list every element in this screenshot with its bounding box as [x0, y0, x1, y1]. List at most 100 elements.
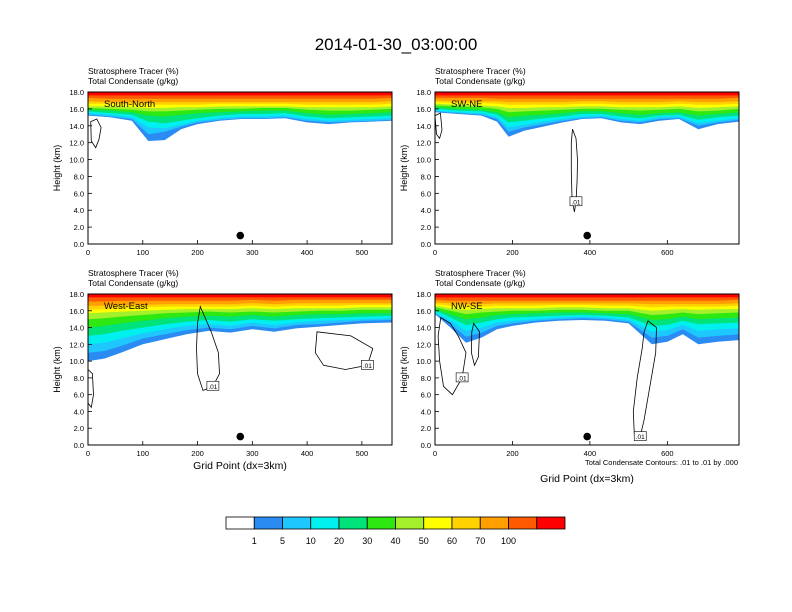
y-axis-label: Height (km): [399, 346, 409, 393]
y-tick-label: 0.0: [421, 441, 431, 450]
y-tick-label: 8.0: [421, 172, 431, 181]
panel-label: South-North: [104, 99, 155, 110]
y-tick-label: 18.0: [416, 88, 431, 97]
y-tick-label: 4.0: [74, 206, 84, 215]
colorbar-swatch: [366, 516, 396, 530]
contour-label-box: [569, 196, 583, 207]
panel-label: West-East: [104, 301, 148, 312]
panel-label: SW-NE: [451, 99, 483, 110]
y-tick-label: 14.0: [69, 324, 84, 333]
y-tick-label: 18.0: [416, 290, 431, 299]
y-tick-label: 8.0: [74, 374, 84, 383]
x-tick-label: 0: [433, 248, 437, 257]
y-tick-label: 0.0: [74, 441, 84, 450]
contour-label: .01: [208, 384, 217, 391]
panel-nw-se: .01 .01 NW-SE Stratosphere Tracer (%)Total …: [399, 268, 740, 458]
location-marker: [236, 432, 245, 441]
y-axis-label: Height (km): [52, 145, 62, 192]
x-tick-label: 200: [506, 449, 519, 458]
contour-label-box: [633, 431, 647, 441]
x-tick-label: 300: [246, 449, 259, 458]
panel-label: NW-SE: [451, 301, 483, 312]
colorbar-label: 30: [362, 536, 372, 546]
colorbar-swatch: [479, 516, 509, 530]
colorbar-swatch: [282, 516, 312, 530]
y-tick-label: 4.0: [421, 206, 431, 215]
y-tick-label: 8.0: [74, 172, 84, 181]
shade-band-top: [435, 92, 739, 96]
y-tick-label: 16.0: [69, 307, 84, 316]
colorbar-label: 5: [280, 536, 285, 546]
field: .01 .01: [435, 294, 739, 445]
colorbar-label: 40: [390, 536, 400, 546]
y-tick-label: 6.0: [421, 391, 431, 400]
field: [88, 92, 392, 244]
contour-label-box: [455, 372, 469, 383]
y-tick-label: 2.0: [74, 424, 84, 433]
y-tick-label: 10.0: [69, 156, 84, 165]
panel-title-condensate: Total Condensate (g/kg): [88, 278, 178, 288]
y-tick-label: 16.0: [416, 307, 431, 316]
colorbar-swatch: [508, 516, 538, 530]
x-tick-label: 200: [191, 449, 204, 458]
plot-frame: [87, 293, 393, 446]
contour-line: [470, 322, 480, 367]
contour-line: [435, 112, 443, 140]
plot-frame: [434, 91, 740, 245]
contour-label-box: [361, 360, 374, 370]
x-tick-label: 600: [661, 248, 674, 257]
shade-band-top: [88, 92, 392, 96]
contour-line: [88, 368, 94, 409]
plot-frame: [434, 293, 740, 446]
y-tick-label: 18.0: [69, 290, 84, 299]
panel-sw-ne: .01 SW-NE Stratosphere Tracer (%)Total Con…: [399, 66, 740, 257]
contour-label: .01: [571, 199, 580, 206]
x-tick-label: 0: [433, 449, 437, 458]
colorbar-swatch: [536, 516, 566, 530]
colorbar-label: 50: [419, 536, 429, 546]
x-tick-label: 500: [356, 449, 369, 458]
location-marker: [236, 231, 245, 240]
x-tick-label: 100: [137, 449, 150, 458]
location-marker: [583, 432, 591, 441]
y-tick-label: 10.0: [69, 357, 84, 366]
x-tick-label: 400: [584, 248, 597, 257]
x-tick-label: 0: [86, 248, 90, 257]
y-tick-label: 6.0: [421, 189, 431, 198]
colorbar-swatch: [395, 516, 425, 530]
y-axis-label: Height (km): [399, 145, 409, 192]
x-tick-label: 600: [661, 449, 674, 458]
figure-title: 2014-01-30_03:00:00: [315, 35, 478, 54]
location-marker: [583, 231, 591, 240]
contour-note: Total Condensate Contours: .01 to .01 by…: [585, 458, 738, 467]
panel-south-north: South-North Stratosphere Tracer (%)Total …: [52, 66, 393, 257]
x-axis-label-right: Grid Point (dx=3km): [540, 473, 634, 485]
panel-title-tracer: Stratosphere Tracer (%): [88, 66, 179, 76]
shade-band-top: [88, 294, 392, 298]
x-tick-label: 200: [506, 248, 519, 257]
contour-line: [314, 331, 374, 370]
y-tick-label: 8.0: [421, 374, 431, 383]
panel-title-tracer: Stratosphere Tracer (%): [435, 66, 526, 76]
colorbar-swatch: [338, 516, 368, 530]
y-tick-label: 12.0: [69, 139, 84, 148]
y-tick-label: 0.0: [74, 240, 84, 249]
panel-title-condensate: Total Condensate (g/kg): [435, 278, 525, 288]
y-tick-label: 12.0: [416, 139, 431, 148]
colorbar-swatch: [451, 516, 481, 530]
y-tick-label: 6.0: [74, 189, 84, 198]
y-tick-label: 18.0: [69, 88, 84, 97]
contour-label: .01: [636, 434, 645, 441]
colorbar-label: 10: [306, 536, 316, 546]
panel-title-condensate: Total Condensate (g/kg): [88, 76, 178, 86]
x-tick-label: 400: [301, 248, 314, 257]
colorbar-label: 100: [501, 536, 516, 546]
colorbar-swatch: [423, 516, 453, 530]
panel-west-east: .01 .01 West-East Stratosphere Tracer (%)To…: [52, 268, 393, 458]
colorbar-swatch: [225, 516, 255, 530]
y-tick-label: 14.0: [69, 122, 84, 131]
y-tick-label: 0.0: [421, 240, 431, 249]
contour-line: [90, 118, 102, 149]
x-tick-label: 100: [137, 248, 150, 257]
